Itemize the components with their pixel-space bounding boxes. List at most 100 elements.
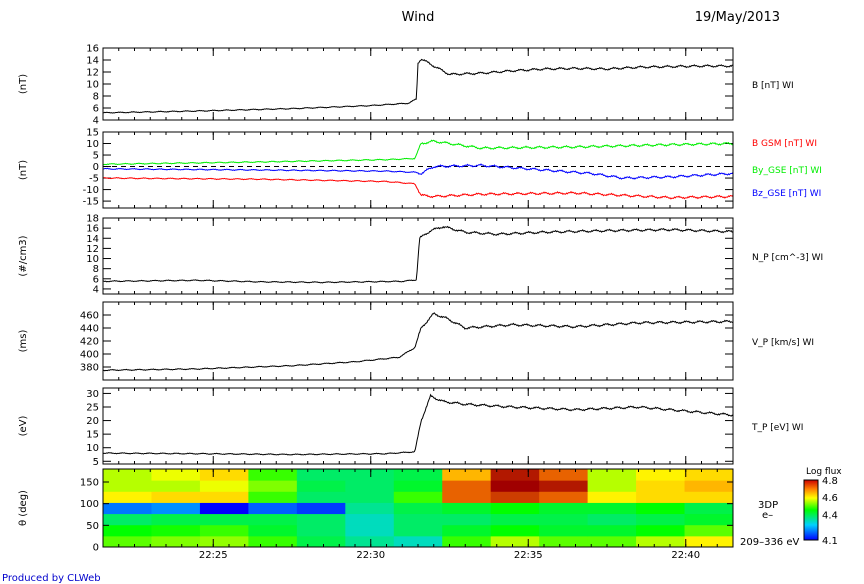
heatmap-cell <box>296 469 346 481</box>
heatmap-cell <box>490 524 540 537</box>
colorbar-tick-label: 4.4 <box>822 510 838 521</box>
y-tick-label: -10 <box>83 185 99 196</box>
colorbar <box>803 479 819 541</box>
y-axis-label: θ (deg) <box>18 490 29 526</box>
x-tick-label: 22:30 <box>356 550 385 561</box>
heatmap-cell <box>103 502 152 515</box>
y-tick-label: 4 <box>93 116 99 127</box>
x-tick-label: 22:35 <box>514 550 543 561</box>
heatmap-cell <box>199 469 249 481</box>
heatmap-cell <box>539 480 589 492</box>
x-tick-label: 22:40 <box>671 550 700 561</box>
y-tick-label: 6 <box>93 104 99 115</box>
footer-credit: Produced by CLWeb <box>2 573 101 584</box>
y-tick-label: 460 <box>80 311 99 322</box>
heatmap-cell <box>684 513 734 526</box>
heatmap-cell <box>103 513 152 526</box>
heatmap-cell <box>636 535 686 548</box>
series-line <box>102 139 734 166</box>
heatmap-cell <box>151 480 201 492</box>
heatmap-cell <box>442 480 492 492</box>
heatmap-cell <box>199 535 249 548</box>
series-line <box>102 393 734 456</box>
y-tick-label: 380 <box>80 363 99 374</box>
heatmap-cell <box>490 513 540 526</box>
legend-entry: By_GSE [nT] WI <box>752 166 822 176</box>
y-tick-label: 10 <box>86 254 99 265</box>
y-tick-label: 18 <box>86 214 99 225</box>
heatmap-cell <box>636 480 686 492</box>
heatmap-species-label: e– <box>762 510 773 521</box>
colorbar-tick-label: 4.1 <box>822 536 838 547</box>
legend-entry: B [nT] WI <box>752 81 794 91</box>
legend-entry: N_P [cm^-3] WI <box>752 253 823 263</box>
heatmap-cell <box>684 535 734 548</box>
colorbar-tick-label: 4.8 <box>822 476 838 487</box>
heatmap-cell <box>490 469 540 481</box>
legend-entry: B GSM [nT] WI <box>752 139 817 149</box>
y-tick-label: 10 <box>86 80 99 91</box>
y-axis-label: (nT) <box>18 160 29 180</box>
heatmap-cell <box>393 480 443 492</box>
heatmap-cell <box>587 524 637 537</box>
y-axis-label: (eV) <box>18 416 29 437</box>
heatmap-cell <box>636 491 686 503</box>
heatmap-cell <box>248 480 298 492</box>
heatmap-cell <box>442 502 492 515</box>
heatmap-cell <box>442 535 492 548</box>
heatmap-cell <box>442 491 492 503</box>
y-tick-label: 0 <box>93 162 99 173</box>
heatmap-cell <box>345 502 395 515</box>
heatmap-cell <box>587 480 637 492</box>
y-tick-label: 10 <box>86 443 99 454</box>
heatmap-cell <box>345 469 395 481</box>
colorbar-tick-label: 4.6 <box>822 493 838 504</box>
heatmap-cell <box>587 535 637 548</box>
heatmap-cell <box>587 513 637 526</box>
heatmap-cell <box>248 491 298 503</box>
heatmap-cell <box>442 524 492 537</box>
heatmap-cell <box>393 535 443 548</box>
panel-frame <box>102 47 734 121</box>
heatmap-cell <box>539 491 589 503</box>
heatmap-cell <box>151 513 201 526</box>
heatmap-cell <box>393 502 443 515</box>
heatmap-cell <box>248 469 298 481</box>
y-tick-label: 440 <box>80 324 99 335</box>
heatmap-cell <box>248 535 298 548</box>
heatmap-cell <box>539 469 589 481</box>
heatmap-cell <box>442 513 492 526</box>
y-axis-label: (#/cm3) <box>18 235 29 276</box>
y-tick-label: 5 <box>93 151 99 162</box>
heatmap-cell <box>539 524 589 537</box>
heatmap-cell <box>393 524 443 537</box>
heatmap-cell <box>636 469 686 481</box>
heatmap-cell <box>539 513 589 526</box>
heatmap-cell <box>103 480 152 492</box>
heatmap-cell <box>248 502 298 515</box>
heatmap-cell <box>248 513 298 526</box>
heatmap-cell <box>393 469 443 481</box>
y-tick-label: 400 <box>80 350 99 361</box>
y-tick-label: 30 <box>86 389 99 400</box>
heatmap-cell <box>393 491 443 503</box>
chart-date: 19/May/2013 <box>695 10 780 25</box>
heatmap-cell <box>103 535 152 548</box>
heatmap-cell <box>684 480 734 492</box>
heatmap-cell <box>539 502 589 515</box>
y-tick-label: 12 <box>86 244 99 255</box>
heatmap-cell <box>151 524 201 537</box>
heatmap-cell <box>151 502 201 515</box>
legend-entry: T_P [eV] WI <box>751 423 803 433</box>
series-line <box>102 312 734 372</box>
heatmap-cell <box>636 502 686 515</box>
y-tick-label: -5 <box>89 174 99 185</box>
panel-frame <box>102 131 734 209</box>
heatmap-cell <box>587 491 637 503</box>
y-tick-label: 15 <box>86 128 99 139</box>
y-tick-label: 8 <box>93 92 99 103</box>
heatmap-cell <box>296 535 346 548</box>
y-tick-label: 25 <box>86 403 99 414</box>
y-tick-label: 14 <box>86 56 99 67</box>
heatmap-cell <box>490 491 540 503</box>
